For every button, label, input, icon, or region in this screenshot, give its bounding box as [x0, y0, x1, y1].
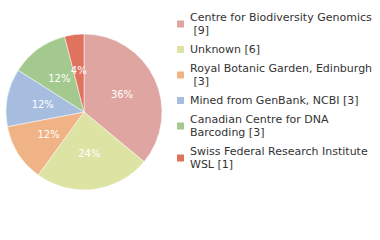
- svg-text:Swiss Federal Research Institu: Swiss Federal Research Institute: [190, 145, 371, 158]
- svg-text:Mined from GenBank, NCBI [3]: Mined from GenBank, NCBI [3]: [190, 94, 359, 107]
- svg-text:Centre for Biodiversity Genomi: Centre for Biodiversity Genomics: [190, 11, 372, 24]
- svg-text:[3]: [3]: [190, 75, 209, 88]
- svg-text:12%: 12%: [37, 129, 59, 140]
- svg-text:12%: 12%: [32, 99, 54, 110]
- svg-text:Unknown [6]: Unknown [6]: [190, 43, 260, 56]
- svg-text:Royal Botanic Garden, Edinburg: Royal Botanic Garden, Edinburgh: [190, 62, 372, 75]
- svg-text:WSL [1]: WSL [1]: [190, 158, 233, 171]
- svg-text:Canadian Centre for DNA: Canadian Centre for DNA: [190, 113, 332, 126]
- svg-text:4%: 4%: [71, 65, 87, 76]
- svg-text:12%: 12%: [48, 73, 70, 84]
- svg-text:Barcoding [3]: Barcoding [3]: [190, 126, 264, 139]
- svg-text:24%: 24%: [78, 148, 100, 159]
- svg-text:36%: 36%: [111, 89, 133, 100]
- svg-text:[9]: [9]: [190, 24, 209, 37]
